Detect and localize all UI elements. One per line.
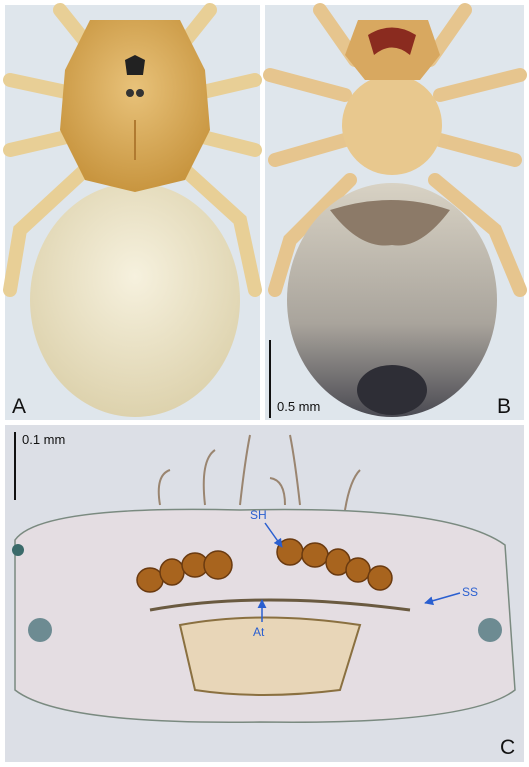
annotation-arrow <box>424 592 461 606</box>
scale-text: 0.5 mm <box>277 399 320 414</box>
panel-label: B <box>497 395 511 418</box>
panel-label: A <box>12 395 26 418</box>
panel-a: A <box>3 3 262 420</box>
panel-c: 0.1 mm SH SS At C <box>5 425 524 762</box>
panel-b: 0.5 mm B <box>263 3 527 420</box>
annotation-arrow <box>264 522 283 548</box>
annotation: SS <box>462 585 478 599</box>
annotation: SH <box>250 508 267 522</box>
scale-text: 0.1 mm <box>22 432 65 447</box>
panel-label: C <box>500 736 515 759</box>
annotation: At <box>253 625 265 639</box>
